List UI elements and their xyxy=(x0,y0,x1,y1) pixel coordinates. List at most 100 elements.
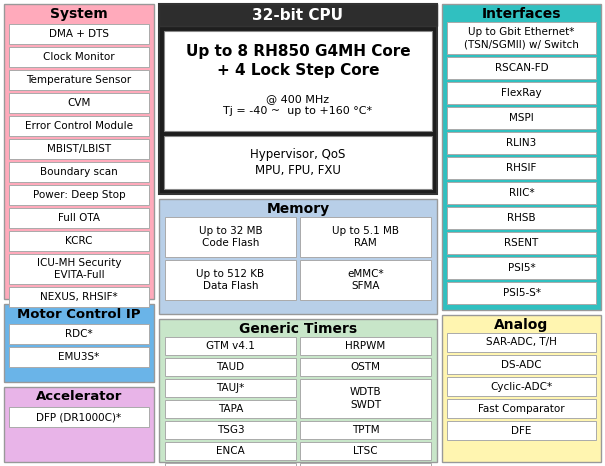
Bar xyxy=(9,287,149,307)
Bar xyxy=(447,282,596,304)
Bar xyxy=(165,421,296,439)
Text: PSI5-S*: PSI5-S* xyxy=(503,288,540,298)
Text: TAUJ*: TAUJ* xyxy=(217,383,244,393)
Text: CVM: CVM xyxy=(67,98,91,108)
Text: TAPA: TAPA xyxy=(218,404,243,414)
Bar xyxy=(9,24,149,44)
Bar xyxy=(9,47,149,67)
Bar xyxy=(9,231,149,251)
Bar xyxy=(4,4,154,299)
Bar xyxy=(165,463,296,466)
Text: SAR-ADC, T/H: SAR-ADC, T/H xyxy=(486,337,557,348)
Bar xyxy=(9,116,149,136)
Text: WDTB
SWDT: WDTB SWDT xyxy=(350,387,381,410)
Bar xyxy=(164,31,432,131)
Text: Cyclic-ADC*: Cyclic-ADC* xyxy=(491,382,552,391)
Text: Generic Timers: Generic Timers xyxy=(239,322,357,336)
Text: ENCA: ENCA xyxy=(216,446,245,456)
Text: Up to 8 RH850 G4MH Core
+ 4 Lock Step Core: Up to 8 RH850 G4MH Core + 4 Lock Step Co… xyxy=(186,44,410,78)
Text: GTM v4.1: GTM v4.1 xyxy=(206,341,255,351)
Text: Accelerator: Accelerator xyxy=(36,391,122,404)
Text: FlexRay: FlexRay xyxy=(501,88,542,98)
Bar xyxy=(447,232,596,254)
Text: Error Control Module: Error Control Module xyxy=(25,121,133,131)
Text: MSPI: MSPI xyxy=(509,113,534,123)
Bar xyxy=(447,377,596,396)
Text: RHSIF: RHSIF xyxy=(506,163,537,173)
Text: Interfaces: Interfaces xyxy=(482,7,561,21)
Bar xyxy=(300,421,431,439)
Bar xyxy=(9,162,149,182)
Bar xyxy=(447,22,596,54)
Bar xyxy=(447,82,596,104)
Text: RSENT: RSENT xyxy=(505,238,538,248)
Bar xyxy=(159,319,437,462)
Bar xyxy=(9,208,149,228)
Bar xyxy=(300,260,431,300)
Bar xyxy=(300,463,431,466)
Text: DMA + DTS: DMA + DTS xyxy=(49,29,109,39)
Text: ICU-MH Security
EVITA-Full: ICU-MH Security EVITA-Full xyxy=(37,258,121,280)
Text: Memory: Memory xyxy=(266,202,330,216)
Bar xyxy=(300,217,431,257)
Bar xyxy=(447,207,596,229)
Text: Temperature Sensor: Temperature Sensor xyxy=(27,75,131,85)
Text: RIIC*: RIIC* xyxy=(509,188,534,198)
Text: DS-ADC: DS-ADC xyxy=(501,359,542,370)
Bar xyxy=(9,70,149,90)
Bar xyxy=(9,254,149,284)
Text: 32-bit CPU: 32-bit CPU xyxy=(252,7,344,22)
Bar xyxy=(165,400,296,418)
Bar xyxy=(447,132,596,154)
Bar xyxy=(447,107,596,129)
Bar xyxy=(165,379,296,397)
Bar xyxy=(9,185,149,205)
Text: Boundary scan: Boundary scan xyxy=(40,167,118,177)
Text: LTSC: LTSC xyxy=(353,446,378,456)
Text: Clock Monitor: Clock Monitor xyxy=(43,52,115,62)
Text: RDC*: RDC* xyxy=(65,329,93,339)
Bar xyxy=(442,4,601,310)
Text: Up to Gbit Ethernet*
(TSN/SGMII) w/ Switch: Up to Gbit Ethernet* (TSN/SGMII) w/ Swit… xyxy=(464,27,579,49)
Bar xyxy=(165,442,296,460)
Text: Up to 32 MB
Code Flash: Up to 32 MB Code Flash xyxy=(198,226,263,248)
Bar xyxy=(159,4,437,26)
Bar xyxy=(165,337,296,355)
Text: OSTM: OSTM xyxy=(350,362,381,372)
Bar xyxy=(159,199,437,314)
Bar xyxy=(447,399,596,418)
Text: HRPWM: HRPWM xyxy=(345,341,385,351)
Bar xyxy=(165,358,296,376)
Bar xyxy=(9,407,149,427)
Bar xyxy=(447,157,596,179)
Bar xyxy=(165,217,296,257)
Bar xyxy=(159,4,437,194)
Text: EMU3S*: EMU3S* xyxy=(58,352,100,362)
Bar xyxy=(300,442,431,460)
Text: NEXUS, RHSIF*: NEXUS, RHSIF* xyxy=(40,292,118,302)
Text: Power: Deep Stop: Power: Deep Stop xyxy=(33,190,125,200)
Text: Motor Control IP: Motor Control IP xyxy=(18,308,141,321)
Bar xyxy=(447,333,596,352)
Bar xyxy=(447,182,596,204)
Bar xyxy=(164,136,432,189)
Text: Fast Comparator: Fast Comparator xyxy=(478,404,565,413)
Bar xyxy=(9,347,149,367)
Text: System: System xyxy=(50,7,108,21)
Bar xyxy=(9,324,149,344)
Bar xyxy=(300,379,431,418)
Text: RHSB: RHSB xyxy=(507,213,536,223)
Text: TSG3: TSG3 xyxy=(217,425,244,435)
Bar xyxy=(165,260,296,300)
Text: PSI5*: PSI5* xyxy=(508,263,535,273)
Text: TAUD: TAUD xyxy=(217,362,244,372)
Bar xyxy=(9,139,149,159)
Bar xyxy=(442,315,601,462)
Bar xyxy=(447,421,596,440)
Text: @ 400 MHz
Tj = -40 ~  up to +160 °C*: @ 400 MHz Tj = -40 ~ up to +160 °C* xyxy=(223,94,373,116)
Text: Full OTA: Full OTA xyxy=(58,213,100,223)
Text: Hypervisor, QoS
MPU, FPU, FXU: Hypervisor, QoS MPU, FPU, FXU xyxy=(250,148,345,177)
Text: TPTM: TPTM xyxy=(352,425,379,435)
Bar xyxy=(4,387,154,462)
Bar xyxy=(300,358,431,376)
